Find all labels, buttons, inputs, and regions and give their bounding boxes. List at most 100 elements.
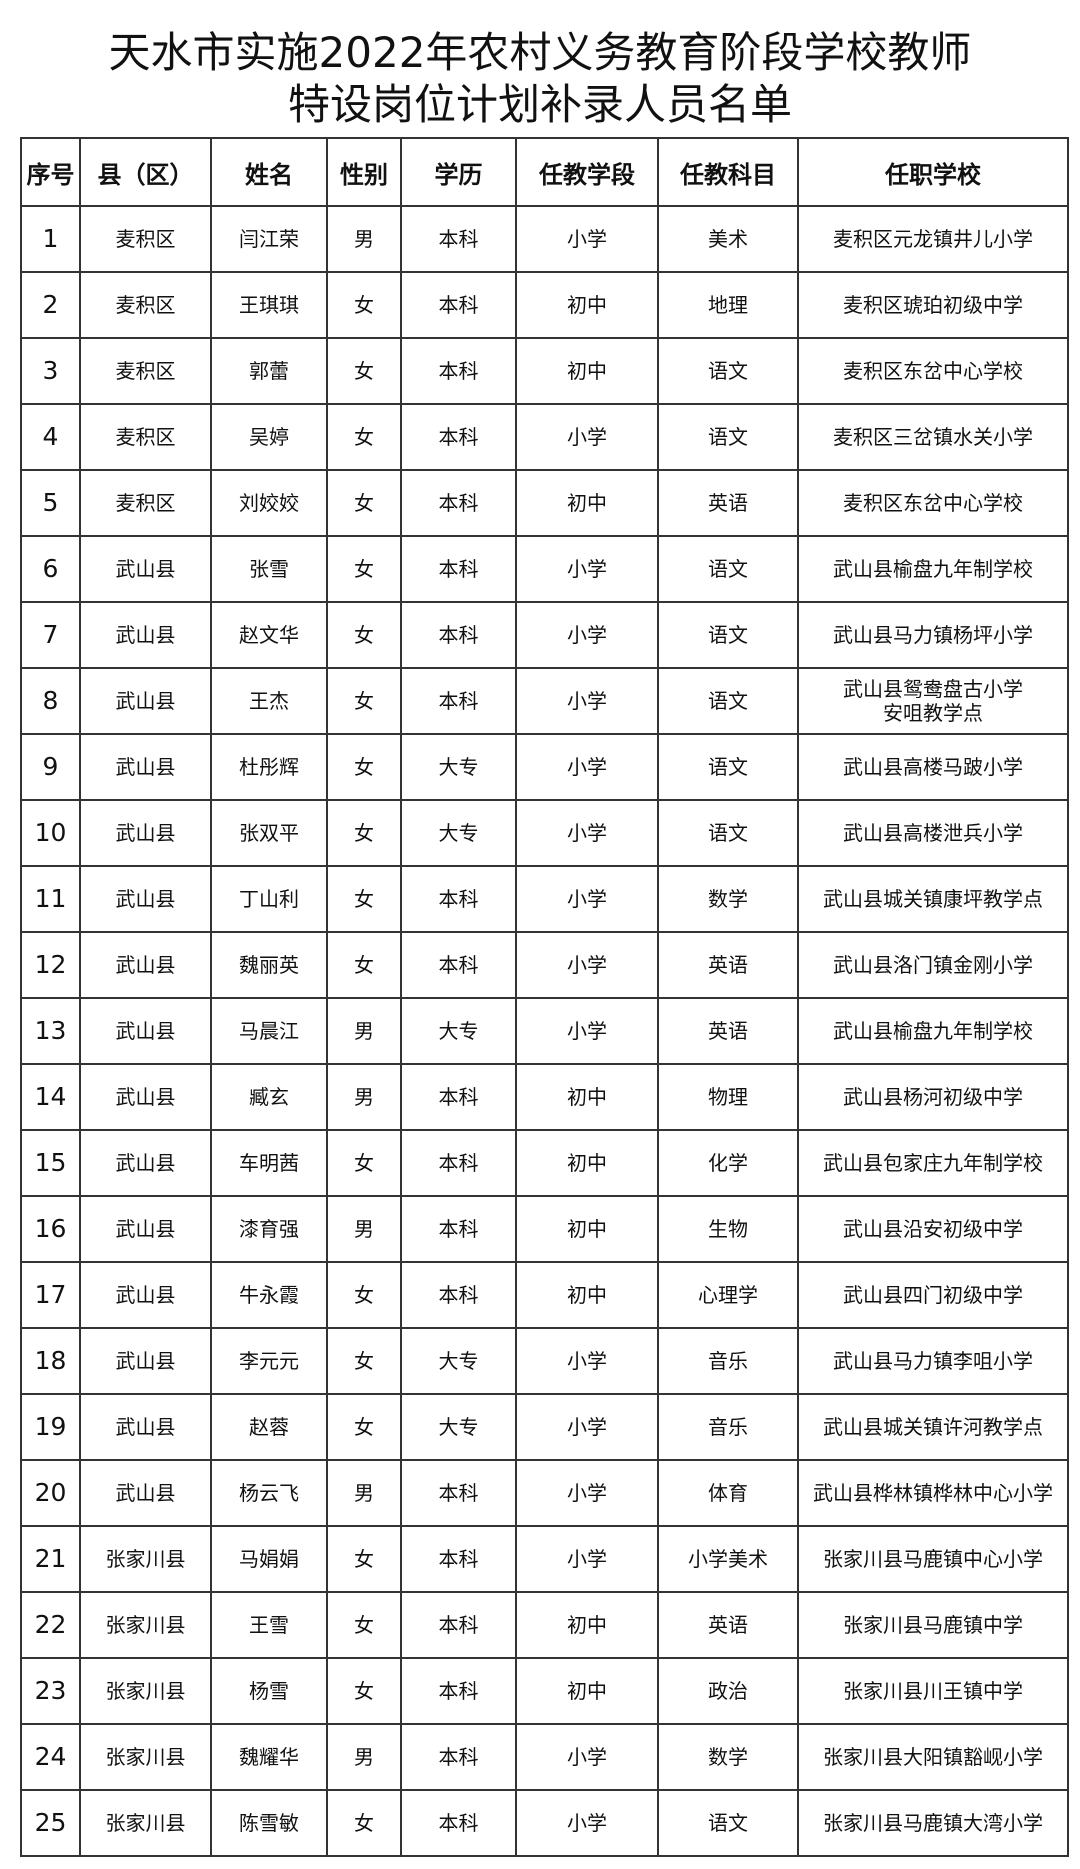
table-row: 4 麦积区 吴婷女本科 小学 语文 麦积区三岔镇水关小学 [20,403,1069,471]
table-row: 19 武山县 赵蓉女大专 小学 音乐 武山县城关镇许河教学点 [20,1393,1069,1461]
cell-teaching-subject: 语文 [657,799,799,867]
table-row: 10 武山县 张双平女大专 小学 语文 武山县高楼泄兵小学 [20,799,1069,867]
cell-school: 张家川县马鹿镇中心小学 [797,1525,1069,1593]
cell-name: 刘姣姣 [210,469,328,537]
cell-teaching-subject: 语文 [657,1789,799,1857]
cell-gender: 女 [326,403,402,471]
header-teaching-stage: 任教学段 [515,137,659,207]
cell-school: 麦积区东岔中心学校 [797,469,1069,537]
cell-county: 张家川县 [79,1723,212,1791]
cell-county: 武山县 [79,1261,212,1329]
cell-gender: 女 [326,799,402,867]
cell-teaching-subject: 物理 [657,1063,799,1131]
cell-county: 武山县 [79,865,212,933]
cell-education: 大专 [400,1327,517,1395]
cell-education: 本科 [400,1591,517,1659]
cell-school: 武山县马力镇李咀小学 [797,1327,1069,1395]
cell-teaching-stage: 小学 [515,997,659,1065]
cell-county: 麦积区 [79,469,212,537]
cell-teaching-stage: 初中 [515,337,659,405]
cell-name: 张雪 [210,535,328,603]
cell-education: 本科 [400,469,517,537]
table-row: 7 武山县 赵文华女本科 小学 语文 武山县马力镇杨坪小学 [20,601,1069,669]
cell-teaching-subject: 数学 [657,865,799,933]
cell-school: 武山县马力镇杨坪小学 [797,601,1069,669]
cell-school: 麦积区东岔中心学校 [797,337,1069,405]
cell-education: 本科 [400,1063,517,1131]
cell-county: 武山县 [79,1393,212,1461]
cell-teaching-stage: 小学 [515,733,659,801]
cell-school: 张家川县大阳镇豁岘小学 [797,1723,1069,1791]
cell-teaching-stage: 小学 [515,205,659,273]
cell-serial-number: 8 [20,667,81,735]
cell-teaching-subject: 体育 [657,1459,799,1527]
cell-gender: 男 [326,997,402,1065]
cell-county: 武山县 [79,931,212,999]
table-row: 20 武山县 杨云飞男本科 小学 体育 武山县桦林镇桦林中心小学 [20,1459,1069,1527]
cell-county: 麦积区 [79,205,212,273]
cell-county: 张家川县 [79,1657,212,1725]
cell-school: 武山县高楼马跛小学 [797,733,1069,801]
cell-education: 本科 [400,1723,517,1791]
cell-education: 本科 [400,535,517,603]
cell-education: 本科 [400,1195,517,1263]
cell-name: 马晨江 [210,997,328,1065]
cell-county: 武山县 [79,535,212,603]
cell-serial-number: 15 [20,1129,81,1197]
cell-name: 赵蓉 [210,1393,328,1461]
teacher-list-table: 序号 县（区） 姓名 性别 学历 任教学段 任教科目 任职学校 1 麦积区 闫江荣男本科 小学 美术麦… [20,137,1069,1857]
cell-serial-number: 18 [20,1327,81,1395]
cell-name: 郭蕾 [210,337,328,405]
cell-gender: 女 [326,1525,402,1593]
table-row: 14 武山县 臧玄男本科 初中 物理 武山县杨河初级中学 [20,1063,1069,1131]
cell-county: 武山县 [79,1195,212,1263]
table-row: 23 张家川县 杨雪女本科 初中 政治 张家川县川王镇中学 [20,1657,1069,1725]
table-row: 8 武山县 王杰女本科 小学 语文 武山县鸳鸯盘古小学 安咀教学点 [20,667,1069,735]
cell-serial-number: 24 [20,1723,81,1791]
header-gender: 性别 [326,137,402,207]
cell-county: 张家川县 [79,1525,212,1593]
cell-teaching-stage: 小学 [515,1525,659,1593]
cell-serial-number: 4 [20,403,81,471]
cell-serial-number: 23 [20,1657,81,1725]
cell-county: 武山县 [79,997,212,1065]
cell-teaching-subject: 英语 [657,469,799,537]
table-header-row: 序号 县（区） 姓名 性别 学历 任教学段 任教科目 任职学校 [20,137,1069,207]
cell-gender: 男 [326,1723,402,1791]
cell-school: 武山县四门初级中学 [797,1261,1069,1329]
cell-school: 麦积区三岔镇水关小学 [797,403,1069,471]
cell-teaching-subject: 美术 [657,205,799,273]
cell-name: 杜彤辉 [210,733,328,801]
cell-gender: 女 [326,1591,402,1659]
header-serial-number: 序号 [20,137,81,207]
cell-teaching-subject: 地理 [657,271,799,339]
cell-serial-number: 21 [20,1525,81,1593]
cell-county: 武山县 [79,799,212,867]
cell-gender: 女 [326,667,402,735]
cell-county: 麦积区 [79,403,212,471]
table-row: 22 张家川县 王雪女本科 初中 英语 张家川县马鹿镇中学 [20,1591,1069,1659]
cell-serial-number: 12 [20,931,81,999]
cell-school: 武山县城关镇许河教学点 [797,1393,1069,1461]
cell-name: 李元元 [210,1327,328,1395]
table-row: 13 武山县 马晨江男大专 小学 英语 武山县榆盘九年制学校 [20,997,1069,1065]
cell-gender: 女 [326,1327,402,1395]
cell-teaching-subject: 音乐 [657,1327,799,1395]
cell-teaching-subject: 化学 [657,1129,799,1197]
cell-school: 武山县高楼泄兵小学 [797,799,1069,867]
header-name: 姓名 [210,137,328,207]
cell-county: 张家川县 [79,1789,212,1857]
header-teaching-subject: 任教科目 [657,137,799,207]
cell-name: 闫江荣 [210,205,328,273]
cell-education: 本科 [400,865,517,933]
cell-serial-number: 19 [20,1393,81,1461]
cell-gender: 女 [326,1789,402,1857]
cell-teaching-subject: 语文 [657,535,799,603]
cell-teaching-subject: 心理学 [657,1261,799,1329]
cell-gender: 女 [326,1261,402,1329]
cell-education: 本科 [400,403,517,471]
cell-name: 臧玄 [210,1063,328,1131]
table-row: 25 张家川县 陈雪敏女本科 小学 语文 张家川县马鹿镇大湾小学 [20,1789,1069,1857]
cell-education: 本科 [400,601,517,669]
cell-teaching-stage: 小学 [515,865,659,933]
